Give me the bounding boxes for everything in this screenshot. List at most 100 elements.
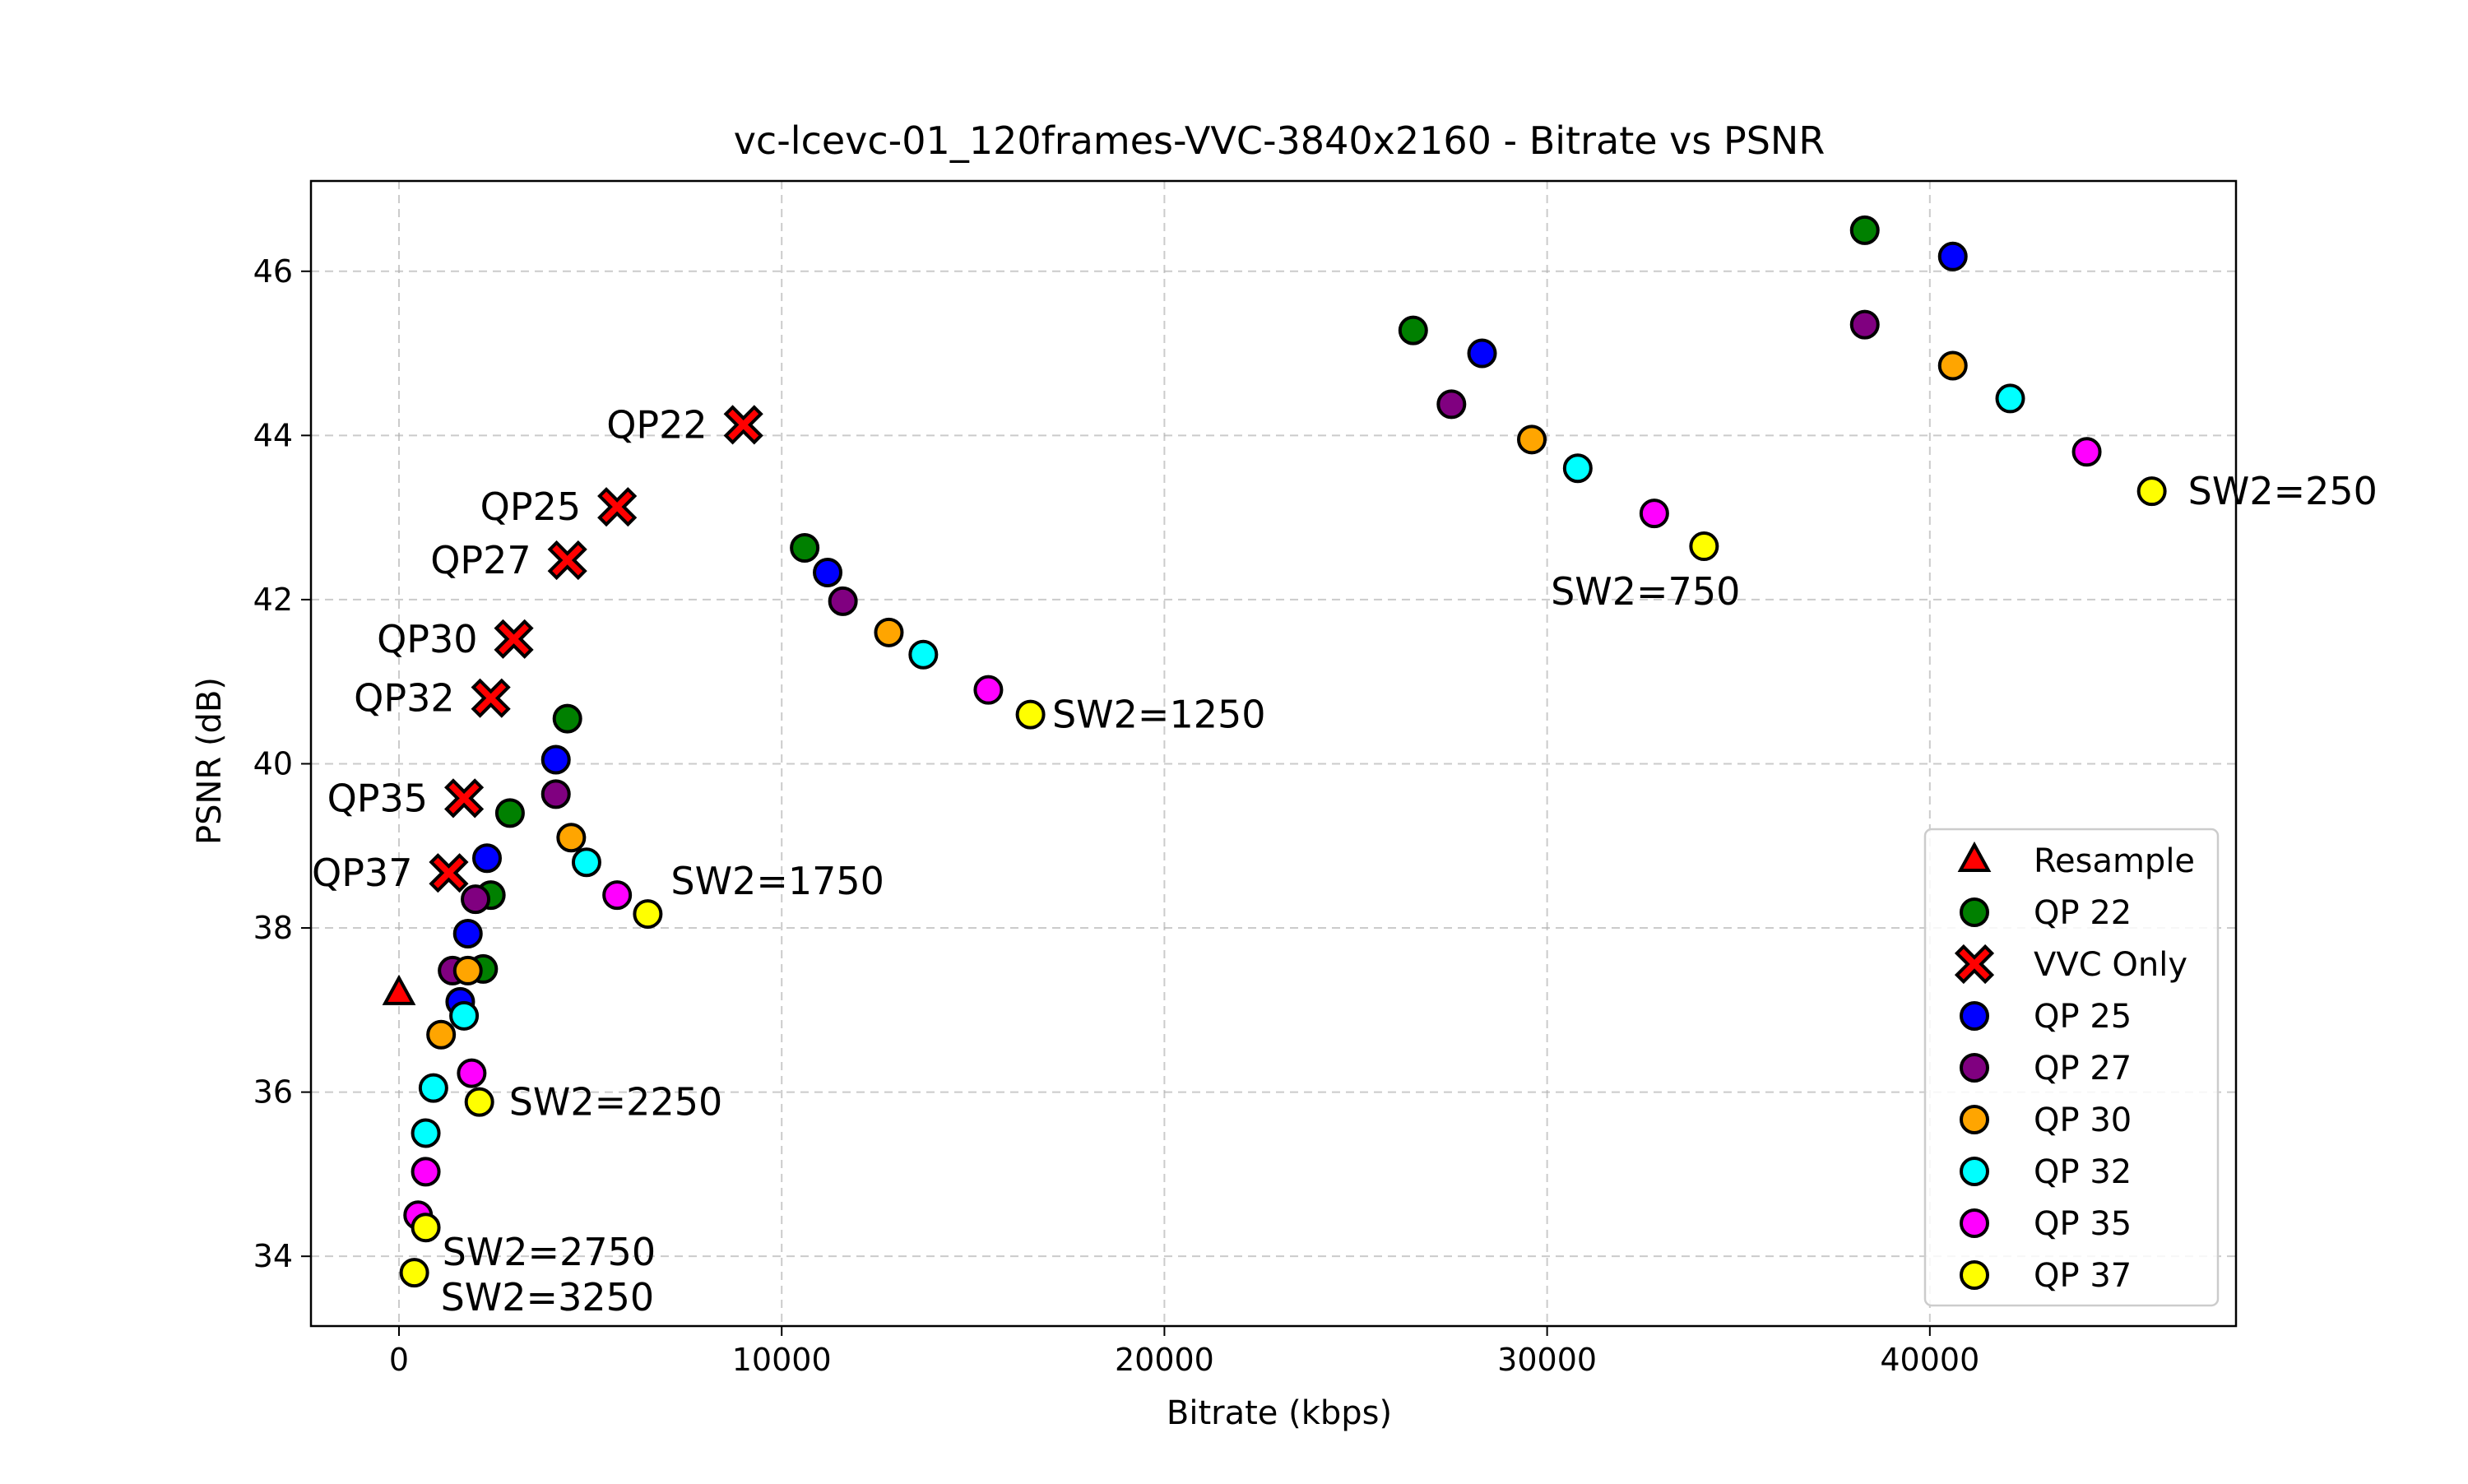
point-qp-30 [452,955,483,985]
point-qp-32 [1562,453,1593,484]
y-tick-label: 38 [253,910,293,946]
point-qp-25 [813,557,843,587]
legend-marker-qp-35 [1960,1208,1989,1238]
annotation-label: QP35 [327,776,428,820]
point-qp-37 [399,1258,429,1288]
point-qp-30 [874,617,904,647]
legend-marker-qp-32 [1960,1157,1989,1186]
point-qp-25 [1467,338,1497,369]
legend-label: QP 30 [2034,1101,2132,1139]
x-axis-label: Bitrate (kbps) [1167,1394,1392,1432]
x-tick-label: 30000 [1497,1342,1597,1378]
point-qp-32 [571,847,601,878]
annotation-label: QP30 [377,617,477,661]
plot-area-frame [309,179,2238,1328]
point-qp-32 [418,1073,448,1103]
point-qp-30 [1937,350,1968,381]
point-qp-30 [1517,424,1547,455]
point-qp-37 [464,1087,494,1117]
y-tick-label: 40 [253,745,293,781]
point-qp-22 [552,703,582,734]
point-qp-37 [633,899,663,930]
point-qp-27 [540,779,571,809]
point-qp-37 [1015,699,1046,730]
point-qp-35 [2071,437,2102,467]
y-axis-label: PSNR (dB) [191,677,229,845]
x-tick-label: 10000 [732,1342,832,1378]
y-tick-label: 46 [253,253,293,290]
point-qp-32 [908,639,939,670]
legend-label: QP 32 [2034,1153,2132,1191]
legend-marker-qp-30 [1960,1105,1989,1134]
legend-label: Resample [2034,842,2195,880]
point-qp-25 [1937,241,1968,271]
y-tick-label: 44 [253,417,293,453]
legend-box [1923,828,2220,1307]
point-qp-27 [1849,309,1880,340]
annotation-label: QP37 [312,851,412,895]
legend-marker-resample [1957,841,1992,872]
y-tick-label: 42 [253,582,293,618]
annotation-label: QP32 [354,676,454,721]
legend-label: QP 22 [2034,894,2132,932]
point-qp-35 [411,1157,441,1187]
point-qp-27 [828,586,858,616]
point-qp-35 [1639,499,1669,529]
legend-label: QP 35 [2034,1205,2132,1243]
annotation-label: SW2=750 [1551,569,1740,614]
annotation-label: SW2=2750 [443,1230,656,1274]
point-qp-37 [411,1213,441,1243]
x-tick-label: 0 [389,1342,409,1378]
legend-label: QP 27 [2034,1050,2132,1087]
point-vvc-only [494,619,534,659]
point-qp-32 [411,1118,441,1148]
legend-marker-qp-27 [1960,1053,1989,1083]
point-vvc-only [429,853,469,893]
point-vvc-only [723,405,763,445]
legend-marker-qp-22 [1960,897,1989,927]
legend-label: VVC Only [2034,946,2187,984]
y-tick-label: 36 [253,1074,293,1111]
point-qp-27 [461,884,491,915]
annotation-label: QP25 [480,485,581,529]
point-vvc-only [444,778,485,819]
point-qp-22 [1398,315,1428,345]
point-vvc-only [597,487,638,527]
data-markers [382,215,2167,1288]
point-qp-32 [449,1000,480,1031]
axis-ticks: 0 10000 20000 30000 40000 34 36 38 40 42 44 46 [253,253,1980,1378]
annotation-label: SW2=250 [2188,469,2378,513]
annotation-label: QP27 [430,538,531,582]
legend-label: QP 37 [2034,1257,2132,1295]
legend-marker-qp-25 [1960,1001,1989,1031]
point-qp-25 [471,843,502,874]
x-tick-label: 20000 [1115,1342,1214,1378]
point-qp-37 [2136,476,2167,507]
annotations: QP22 QP25 QP27 QP30 QP32 QP35 QP37 SW2=250 SW2=7… [312,402,2378,1319]
point-qp-27 [1436,389,1467,420]
legend-marker-qp-37 [1960,1260,1989,1290]
point-qp-25 [540,744,571,775]
x-tick-label: 40000 [1880,1342,1979,1378]
point-qp-37 [1689,531,1719,562]
annotation-label: SW2=1250 [1052,693,1266,737]
chart-title: vc-lcevc-01_120frames-VVC-3840x2160 - Bi… [734,118,1825,163]
y-tick-label: 34 [253,1238,293,1274]
point-vvc-only [547,540,587,581]
point-qp-22 [790,533,820,563]
point-qp-25 [452,919,483,949]
point-qp-35 [973,675,1004,705]
point-qp-30 [426,1019,457,1050]
legend-label: QP 25 [2034,998,2132,1036]
annotation-label: QP22 [606,402,707,447]
point-qp-22 [494,798,525,828]
point-qp-22 [1849,215,1880,245]
point-resample [382,974,416,1005]
annotation-label: SW2=2250 [509,1080,723,1125]
legend: Resample QP 22 VVC Only QP 25 QP 27 QP 30 QP 3… [1923,828,2220,1307]
point-qp-32 [1995,383,2025,414]
point-qp-30 [556,823,587,853]
annotation-label: SW2=3250 [441,1275,655,1319]
